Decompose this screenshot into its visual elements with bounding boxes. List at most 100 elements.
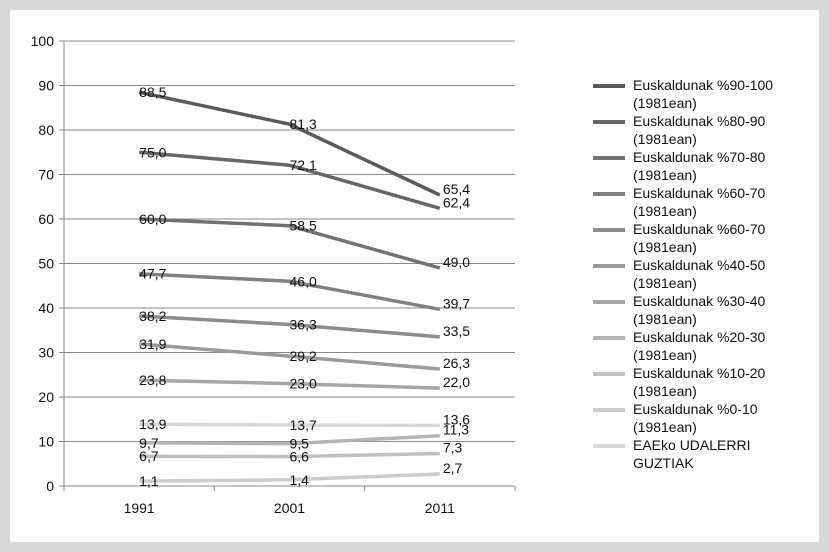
- y-tick-label: 90: [38, 78, 54, 94]
- y-tick-label: 60: [38, 211, 54, 227]
- legend-swatch: [593, 444, 625, 448]
- legend-label: Euskaldunak %60-70 (1981ean): [633, 185, 766, 219]
- data-label: 23,0: [290, 376, 317, 392]
- data-label: 33,5: [443, 323, 470, 339]
- series-lines: [138, 90, 441, 483]
- y-tick-label: 10: [38, 434, 54, 450]
- legend-label: Euskaldunak %40-50 (1981ean): [633, 257, 766, 291]
- data-label: 22,0: [443, 374, 470, 390]
- legend-item: Euskaldunak %60-70 (1981ean): [593, 220, 808, 256]
- series-line: [139, 451, 440, 459]
- series-line: [139, 271, 441, 312]
- legend-label: Euskaldunak %90-100 (1981ean): [633, 77, 774, 111]
- gridlines: [64, 40, 515, 442]
- legend-item: Euskaldunak %60-70 (1981ean): [593, 184, 808, 220]
- series-line: [139, 342, 440, 371]
- y-tick-label: 100: [31, 33, 55, 49]
- data-label: 62,4: [443, 194, 470, 210]
- data-label: 13,9: [139, 416, 166, 432]
- y-tick-label: 20: [38, 389, 54, 405]
- data-label: 29,2: [290, 348, 317, 364]
- legend: Euskaldunak %90-100 (1981ean) Euskaldunak…: [593, 76, 808, 472]
- legend-item: Euskaldunak %40-50 (1981ean): [593, 256, 808, 292]
- data-label: 6,7: [139, 448, 159, 464]
- legend-item: Euskaldunak %90-100 (1981ean): [593, 76, 808, 112]
- legend-item: Euskaldunak %70-80 (1981ean): [593, 148, 808, 184]
- legend-label: Euskaldunak %20-30 (1981ean): [633, 329, 766, 363]
- chart-frame: 0 10 20 30 40 50 60 70 80 90 100 1991 2001 2011 88,5…: [10, 10, 819, 542]
- y-tick-label: 40: [38, 300, 54, 316]
- data-label: 72,1: [290, 157, 317, 173]
- data-label: 6,6: [290, 449, 310, 465]
- series-line: [139, 378, 440, 390]
- legend-item: EAEko UDALERRI GUZTIAK: [593, 436, 808, 472]
- legend-item: Euskaldunak %10-20 (1981ean): [593, 364, 808, 400]
- legend-swatch: [593, 336, 625, 340]
- data-label: 38,2: [139, 308, 166, 324]
- data-label: 31,9: [139, 336, 166, 352]
- legend-swatch: [593, 264, 625, 268]
- y-tick-label: 0: [46, 478, 54, 494]
- legend-label: Euskaldunak %80-90 (1981ean): [633, 113, 766, 147]
- data-label: 46,0: [290, 273, 317, 289]
- data-label: 9,7: [139, 435, 159, 451]
- legend-swatch: [593, 156, 625, 160]
- legend-swatch: [593, 228, 625, 232]
- data-label: 23,8: [139, 372, 166, 388]
- data-label: 13,6: [443, 411, 470, 427]
- legend-swatch: [593, 300, 625, 304]
- series-line: [139, 314, 440, 339]
- x-tick-label: 2011: [425, 500, 455, 516]
- data-label: 58,5: [290, 218, 317, 234]
- legend-swatch: [593, 84, 625, 88]
- legend-swatch: [593, 372, 625, 376]
- data-label: 26,3: [443, 355, 470, 371]
- legend-swatch: [593, 192, 625, 196]
- series-line: [139, 217, 441, 270]
- data-label: 11,3: [443, 422, 469, 438]
- legend-label: Euskaldunak %60-70 (1981ean): [633, 221, 766, 255]
- x-tick-label: 2001: [274, 500, 305, 516]
- y-tick-label: 70: [38, 167, 54, 183]
- legend-label: Euskaldunak %10-20 (1981ean): [633, 365, 766, 399]
- legend-item: Euskaldunak %20-30 (1981ean): [593, 328, 808, 364]
- data-label: 65,4: [443, 181, 470, 197]
- series-line: [139, 472, 440, 483]
- x-tick-labels: 1991 2001 2011: [124, 500, 456, 516]
- series-line: [139, 433, 440, 446]
- y-tick-label: 80: [38, 122, 54, 138]
- legend-label: EAEko UDALERRI GUZTIAK: [633, 437, 751, 471]
- legend-label: Euskaldunak %0-10 (1981ean): [633, 401, 758, 435]
- data-label: 75,0: [139, 144, 166, 160]
- data-label: 81,3: [290, 116, 317, 132]
- x-tick-label: 1991: [124, 500, 155, 516]
- data-label: 88,5: [139, 84, 166, 100]
- data-labels: 88,5 81,3 65,4 75,0 72,1 62,4 60,0 58,5 49,0 47,7…: [139, 84, 470, 489]
- series-line: [138, 90, 441, 197]
- legend-item: Euskaldunak %30-40 (1981ean): [593, 292, 808, 328]
- y-tick-label: 50: [38, 256, 54, 272]
- data-label: 39,7: [443, 295, 470, 311]
- data-label: 9,5: [290, 436, 310, 452]
- data-label: 7,3: [443, 440, 463, 456]
- legend-label: Euskaldunak %70-80 (1981ean): [633, 149, 766, 183]
- data-label: 36,3: [290, 316, 317, 332]
- data-label: 1,1: [139, 473, 159, 489]
- legend-swatch: [593, 408, 625, 412]
- line-chart: 0 10 20 30 40 50 60 70 80 90 100 1991 2001 2011 88,5…: [31, 33, 516, 516]
- legend-label: Euskaldunak %30-40 (1981ean): [633, 293, 766, 327]
- data-label: 60,0: [139, 211, 166, 227]
- data-label: 2,7: [443, 460, 463, 476]
- series-line: [139, 150, 441, 210]
- legend-item: Euskaldunak %0-10 (1981ean): [593, 400, 808, 436]
- axes: [59, 40, 516, 491]
- y-tick-label: 30: [38, 345, 54, 361]
- data-label: 49,0: [443, 254, 470, 270]
- series-line: [139, 422, 440, 428]
- data-label: 47,7: [139, 266, 166, 282]
- data-label: 13,7: [290, 417, 317, 433]
- legend-swatch: [593, 120, 625, 124]
- legend-item: Euskaldunak %80-90 (1981ean): [593, 112, 808, 148]
- data-label: 1,4: [290, 472, 310, 488]
- y-tick-labels: 0 10 20 30 40 50 60 70 80 90 100: [31, 33, 55, 494]
